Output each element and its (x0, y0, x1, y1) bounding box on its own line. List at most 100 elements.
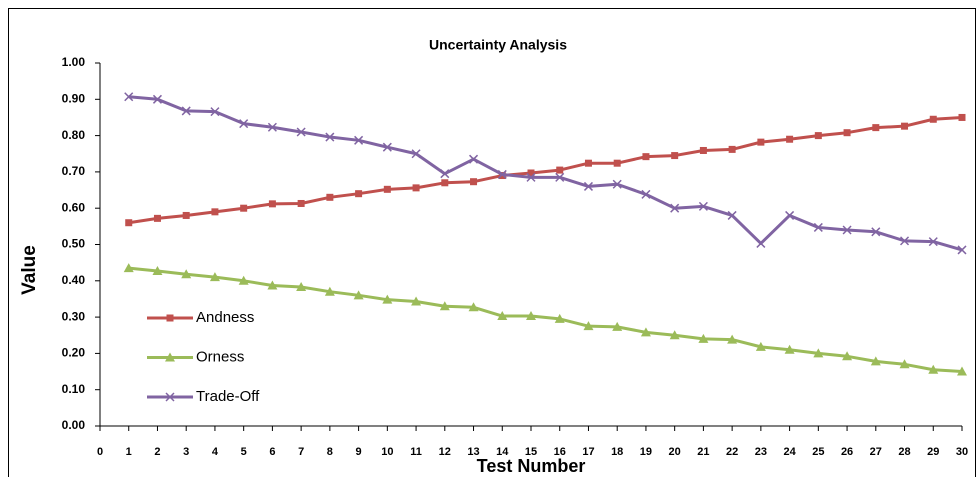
marker (382, 294, 393, 304)
marker (296, 127, 306, 137)
x-tick-label: 27 (870, 446, 882, 458)
marker (211, 208, 219, 216)
marker (755, 341, 766, 351)
marker (181, 106, 191, 116)
marker (698, 333, 709, 343)
marker (210, 107, 220, 117)
x-tick-label: 0 (97, 446, 103, 458)
marker (267, 280, 278, 290)
x-tick-label: 20 (669, 446, 681, 458)
marker (613, 159, 621, 167)
marker (872, 124, 880, 132)
marker (383, 185, 391, 193)
marker (813, 222, 823, 232)
x-tick-label: 25 (812, 446, 824, 458)
marker (468, 302, 479, 312)
marker (785, 210, 795, 220)
x-tick-label: 11 (410, 446, 422, 458)
marker (901, 122, 909, 130)
marker (899, 359, 910, 369)
marker (728, 145, 736, 153)
marker (958, 113, 966, 121)
marker (584, 159, 592, 167)
marker (411, 149, 421, 159)
marker (182, 211, 190, 219)
x-tick-label: 4 (212, 446, 219, 458)
series-line (128, 266, 963, 374)
y-axis-label: Value (19, 245, 40, 295)
marker (355, 190, 363, 198)
x-axis-label: Test Number (477, 456, 586, 476)
marker (870, 356, 881, 366)
x-tick-label: 13 (467, 446, 479, 458)
marker (497, 311, 508, 321)
marker (554, 313, 565, 323)
marker (324, 286, 335, 296)
marker (900, 236, 910, 246)
marker (527, 169, 535, 177)
marker (612, 321, 623, 331)
x-tick-label: 1 (126, 446, 132, 458)
marker (470, 178, 478, 186)
y-tick-label: 0.50 (62, 237, 86, 251)
marker (439, 301, 450, 311)
marker (469, 154, 479, 164)
marker (440, 169, 450, 179)
y-tick-label: 0.30 (62, 309, 86, 323)
marker (784, 344, 795, 354)
marker (326, 193, 334, 201)
marker (786, 135, 794, 143)
marker (669, 330, 680, 340)
y-tick-label: 0.70 (62, 164, 86, 178)
x-tick-label: 14 (496, 446, 509, 458)
marker (928, 237, 938, 247)
marker (813, 348, 824, 358)
marker (843, 129, 851, 137)
marker (583, 181, 593, 191)
x-tick-label: 28 (898, 446, 910, 458)
marker (957, 366, 967, 376)
x-tick-label: 29 (927, 446, 939, 458)
marker (698, 201, 708, 211)
x-tick-label: 23 (755, 446, 767, 458)
x-tick-label: 17 (582, 446, 594, 458)
x-tick-label: 21 (697, 446, 709, 458)
marker (239, 119, 249, 129)
marker (526, 172, 536, 182)
chart-title: Uncertainty Analysis (429, 37, 567, 53)
x-tick-label: 9 (356, 446, 362, 458)
marker (152, 265, 163, 275)
x-tick-label: 3 (183, 446, 189, 458)
marker (125, 219, 133, 227)
marker (640, 327, 651, 337)
x-tick-label: 15 (525, 446, 537, 458)
marker (612, 179, 622, 189)
marker (727, 334, 738, 344)
marker (297, 199, 305, 207)
y-tick-label: 0.20 (62, 346, 86, 360)
marker (583, 321, 594, 331)
series-line (128, 95, 963, 252)
marker (412, 184, 420, 192)
legend-label: Trade-Off (196, 388, 260, 405)
y-tick-label: 1.00 (62, 55, 86, 69)
marker (556, 166, 564, 174)
marker (354, 135, 364, 145)
marker (842, 225, 852, 235)
marker (353, 290, 364, 300)
x-tick-label: 10 (381, 446, 393, 458)
marker (238, 275, 249, 285)
y-tick-label: 0.90 (62, 91, 86, 105)
marker (268, 200, 276, 208)
marker (240, 204, 248, 212)
marker (555, 172, 565, 182)
marker (123, 263, 134, 273)
chart-border (8, 8, 976, 477)
marker (411, 296, 422, 306)
marker (152, 94, 162, 104)
y-tick-label: 0.60 (62, 200, 86, 214)
marker (671, 152, 679, 160)
x-tick-label: 30 (956, 446, 968, 458)
x-tick-label: 7 (298, 446, 304, 458)
